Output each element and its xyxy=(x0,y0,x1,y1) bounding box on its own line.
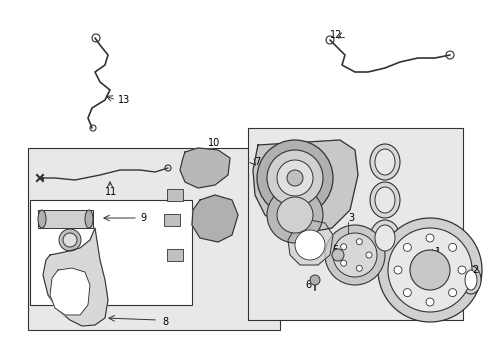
Text: 1: 1 xyxy=(435,247,441,257)
Ellipse shape xyxy=(85,210,93,228)
Circle shape xyxy=(394,266,402,274)
Bar xyxy=(38,210,93,228)
Ellipse shape xyxy=(38,210,46,228)
Ellipse shape xyxy=(59,229,81,251)
Circle shape xyxy=(310,275,320,285)
Polygon shape xyxy=(288,220,333,265)
Circle shape xyxy=(449,289,457,297)
Text: 11: 11 xyxy=(105,187,117,197)
Ellipse shape xyxy=(370,182,400,218)
Text: 4: 4 xyxy=(290,223,296,233)
Circle shape xyxy=(378,218,482,322)
Text: 7: 7 xyxy=(254,157,260,167)
Circle shape xyxy=(341,260,346,266)
Text: 5: 5 xyxy=(332,245,338,255)
Bar xyxy=(164,214,180,226)
Polygon shape xyxy=(50,268,90,315)
Text: 10: 10 xyxy=(208,138,220,148)
Circle shape xyxy=(388,228,472,312)
Ellipse shape xyxy=(63,233,77,247)
Ellipse shape xyxy=(461,266,481,294)
Polygon shape xyxy=(180,148,230,188)
Circle shape xyxy=(356,239,362,245)
Text: 6: 6 xyxy=(305,280,311,290)
Text: 2: 2 xyxy=(472,265,478,275)
Text: 12: 12 xyxy=(330,30,343,40)
Bar xyxy=(30,200,192,305)
Ellipse shape xyxy=(465,270,477,290)
Text: 9: 9 xyxy=(140,213,146,223)
Text: 13: 13 xyxy=(118,95,130,105)
Circle shape xyxy=(295,230,325,260)
Circle shape xyxy=(267,150,323,206)
Text: 3: 3 xyxy=(348,213,354,223)
Circle shape xyxy=(287,170,303,186)
Ellipse shape xyxy=(375,187,395,213)
Circle shape xyxy=(366,252,372,258)
Circle shape xyxy=(403,289,412,297)
Text: 8: 8 xyxy=(162,317,168,327)
Ellipse shape xyxy=(370,144,400,180)
Circle shape xyxy=(267,187,323,243)
Polygon shape xyxy=(192,195,238,242)
Circle shape xyxy=(277,160,313,196)
Circle shape xyxy=(333,233,377,277)
Ellipse shape xyxy=(370,220,400,256)
Circle shape xyxy=(356,265,362,271)
Circle shape xyxy=(449,243,457,251)
Circle shape xyxy=(426,234,434,242)
Circle shape xyxy=(325,225,385,285)
Bar xyxy=(167,189,183,201)
Bar xyxy=(167,249,183,261)
Polygon shape xyxy=(43,228,108,326)
Circle shape xyxy=(403,243,412,251)
Ellipse shape xyxy=(375,225,395,251)
Circle shape xyxy=(458,266,466,274)
Circle shape xyxy=(257,140,333,216)
Circle shape xyxy=(410,250,450,290)
Circle shape xyxy=(277,197,313,233)
Circle shape xyxy=(332,249,344,261)
Circle shape xyxy=(426,298,434,306)
Circle shape xyxy=(341,244,346,250)
Ellipse shape xyxy=(375,149,395,175)
Polygon shape xyxy=(253,140,358,232)
Bar xyxy=(28,148,280,330)
Bar xyxy=(248,128,463,320)
